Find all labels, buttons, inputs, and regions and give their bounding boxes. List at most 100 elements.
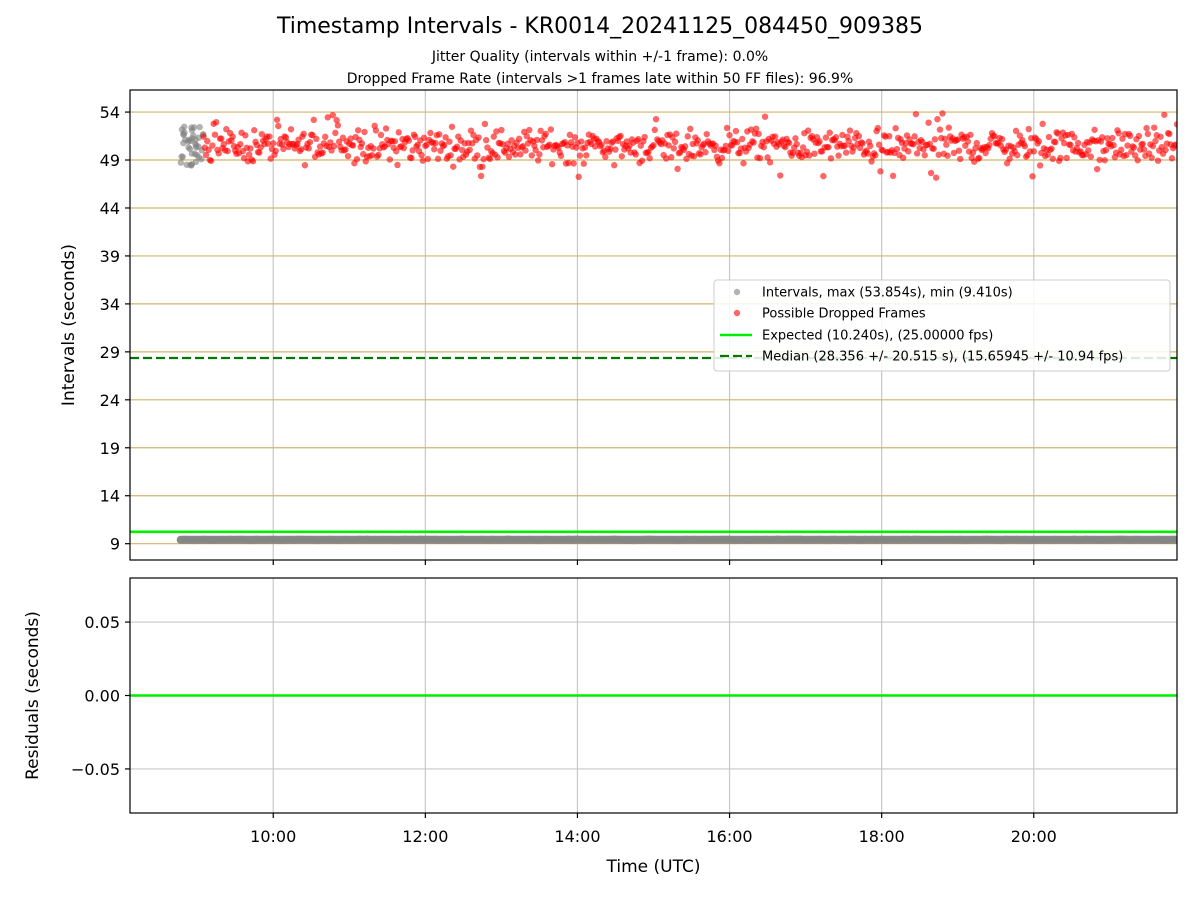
- interval-point: [606, 535, 615, 544]
- dropped-frame-point: [427, 129, 434, 137]
- dropped-frame-point: [570, 160, 577, 167]
- dropped-frame-point: [242, 132, 249, 139]
- interval-point: [750, 535, 759, 544]
- interval-point: [564, 535, 573, 544]
- dropped-frame-point: [229, 133, 236, 140]
- interval-point: [446, 536, 455, 545]
- dropped-frame-point: [1057, 154, 1064, 162]
- dropped-frame-point: [505, 153, 513, 161]
- dropped-frame-point: [811, 150, 818, 157]
- interval-point: [192, 158, 200, 166]
- interval-point: [636, 536, 645, 545]
- interval-point: [891, 535, 900, 544]
- interval-point: [671, 535, 680, 544]
- dropped-frame-point: [972, 145, 979, 152]
- interval-point: [465, 535, 474, 544]
- interval-point: [804, 536, 813, 545]
- interval-point: [499, 535, 508, 544]
- interval-point: [556, 535, 565, 544]
- dropped-frame-point: [301, 162, 309, 169]
- dropped-frame-point: [752, 125, 760, 132]
- interval-point: [743, 536, 752, 545]
- interval-point: [731, 536, 740, 545]
- dropped-frame-point: [889, 172, 897, 180]
- dropped-frame-point: [333, 116, 340, 124]
- dropped-frame-point: [395, 129, 402, 136]
- dropped-frame-point: [447, 152, 454, 159]
- interval-point: [191, 535, 200, 544]
- dropped-frame-point: [394, 161, 401, 169]
- interval-point: [659, 535, 668, 544]
- dropped-frame-point: [575, 173, 582, 181]
- dropped-frame-point: [542, 130, 549, 138]
- dropped-frame-point: [641, 133, 648, 141]
- interval-point: [1047, 536, 1056, 545]
- dropped-frame-point: [967, 131, 974, 139]
- dropped-frame-point: [998, 135, 1006, 143]
- interval-point: [283, 535, 292, 544]
- interval-point: [180, 131, 187, 138]
- dropped-frame-point: [846, 127, 854, 134]
- dropped-frame-point: [522, 147, 529, 154]
- dropped-frame-point: [740, 160, 747, 167]
- interval-point: [617, 536, 626, 545]
- dropped-frame-point: [1071, 134, 1078, 141]
- dropped-frame-point: [782, 143, 789, 151]
- interval-point: [621, 536, 630, 545]
- interval-point: [473, 535, 482, 544]
- interval-point: [903, 535, 912, 544]
- dropped-frame-point: [557, 152, 565, 160]
- interval-point: [279, 536, 288, 545]
- dropped-frame-point: [826, 129, 833, 136]
- interval-point: [176, 535, 185, 544]
- interval-point: [1173, 535, 1177, 544]
- interval-point: [1127, 536, 1136, 545]
- dropped-frame-point: [273, 116, 281, 123]
- interval-point: [998, 536, 1007, 545]
- dropped-frame-point: [517, 151, 524, 158]
- interval-point: [454, 536, 463, 545]
- dropped-frame-point: [330, 142, 338, 150]
- dropped-frame-point: [297, 146, 305, 153]
- dropped-frame-point: [313, 135, 320, 143]
- interval-point: [572, 535, 581, 544]
- interval-point: [515, 535, 524, 544]
- dropped-frame-point: [1039, 120, 1046, 128]
- interval-point: [693, 535, 702, 544]
- dropped-frame-point: [793, 140, 800, 148]
- dropped-frame-point: [1025, 125, 1032, 133]
- dropped-frame-point: [1115, 130, 1122, 137]
- dropped-frame-point: [632, 151, 639, 158]
- interval-point: [1157, 536, 1166, 545]
- interval-point: [758, 535, 767, 544]
- interval-point: [610, 535, 619, 544]
- interval-point: [941, 535, 950, 544]
- interval-point: [705, 535, 714, 544]
- interval-point: [602, 535, 611, 544]
- interval-point: [553, 536, 562, 545]
- dropped-frame-point: [839, 131, 846, 139]
- dropped-frame-point: [437, 147, 444, 154]
- dropped-frame-point: [1045, 133, 1053, 141]
- interval-point: [355, 535, 364, 544]
- dropped-frame-point: [442, 134, 449, 141]
- interval-point: [842, 536, 851, 545]
- dropped-frame-point: [935, 151, 942, 158]
- dropped-frame-point: [470, 131, 477, 139]
- dropped-frame-point: [859, 140, 866, 147]
- dropped-frame-point: [547, 126, 555, 133]
- dropped-frame-point: [382, 125, 390, 132]
- interval-point: [583, 536, 592, 545]
- x-tick-label: 16:00: [706, 827, 752, 846]
- dropped-frame-point: [1118, 146, 1125, 153]
- interval-point: [960, 536, 969, 545]
- interval-point: [754, 535, 763, 544]
- dropped-frame-point: [256, 149, 263, 156]
- dropped-frame-point: [448, 123, 456, 130]
- interval-point: [1066, 535, 1075, 544]
- dropped-frame-point: [816, 138, 823, 145]
- dropped-frame-point: [892, 125, 899, 132]
- dropped-frame-point: [703, 130, 710, 138]
- interval-point: [469, 535, 478, 544]
